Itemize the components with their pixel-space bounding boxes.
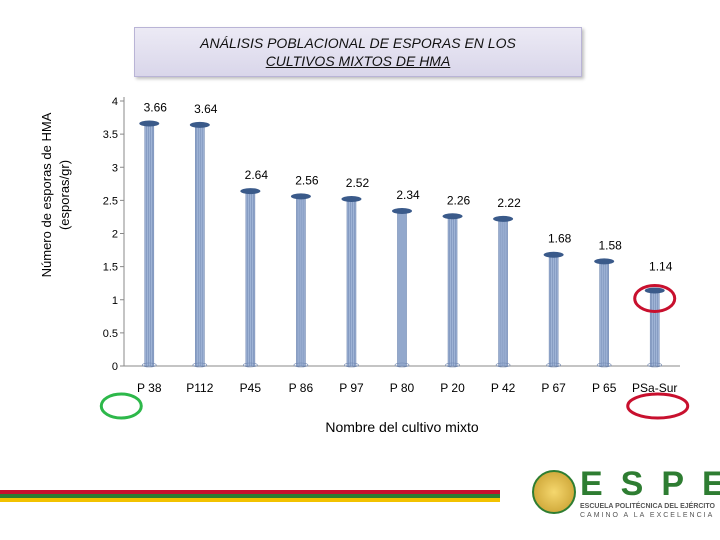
bar-base-2: [243, 362, 258, 368]
x-tick-label-8: P 67: [541, 381, 566, 395]
data-label-6: 2.26: [447, 193, 471, 207]
bar-5: [392, 207, 412, 368]
data-label-5: 2.34: [396, 188, 420, 202]
bar-cap-8: [543, 251, 564, 258]
x-tick-label-2: P45: [240, 381, 262, 395]
chart-title-line2: CULTIVOS MIXTOS DE HMA: [265, 53, 451, 69]
bar-cap-9: [594, 258, 615, 265]
bar-base-7: [495, 362, 511, 368]
x-tick-label-7: P 42: [491, 381, 516, 395]
data-label-10: 1.14: [649, 259, 673, 273]
y-tick-label-6: 3: [112, 162, 118, 174]
data-label-7: 2.22: [497, 196, 521, 210]
bar-10: [644, 287, 665, 368]
x-tick-label-10: PSa-Sur: [632, 381, 677, 395]
chart-title-box: ANÁLISIS POBLACIONAL DE ESPORAS EN LOS C…: [134, 27, 582, 77]
bar-base-1: [192, 362, 208, 368]
bar-base-8: [546, 362, 561, 368]
y-tick-label-3: 1.5: [103, 262, 118, 274]
annotation-circle-value-1: [633, 283, 677, 313]
bar-9: [594, 258, 615, 368]
bar-0: [139, 120, 160, 368]
bar-base-0: [141, 362, 157, 368]
footer-stripe-yellow: [0, 498, 500, 502]
data-label-3: 2.56: [295, 173, 319, 187]
y-tick-label-0: 0: [112, 361, 118, 373]
data-label-9: 1.58: [599, 238, 623, 252]
footer-stripe-red: [0, 490, 500, 494]
y-tick-label-1: 0.5: [103, 328, 118, 340]
x-tick-label-5: P 80: [390, 381, 415, 395]
bar-base-3: [293, 362, 309, 368]
seal-icon: [532, 470, 576, 514]
x-tick-label-3: P 86: [289, 381, 314, 395]
y-tick-label-2: 1: [112, 295, 118, 307]
data-label-4: 2.52: [346, 176, 370, 190]
annotation-circle-label-0: [99, 392, 143, 420]
y-axis-label-line2: (esporas/gr): [57, 160, 72, 230]
brand-subtitle: ESCUELA POLITÉCNICA DEL EJÉRCITO: [580, 503, 715, 510]
bar-cap-7: [493, 215, 514, 222]
bar-cap-2: [240, 188, 261, 195]
bar-6: [442, 213, 463, 368]
bar-base-6: [445, 362, 460, 368]
x-tick-label-4: P 97: [339, 381, 364, 395]
x-tick-label-6: P 20: [440, 381, 465, 395]
bar-base-10: [647, 362, 663, 368]
bar-2: [240, 188, 261, 368]
y-tick-label-4: 2: [112, 229, 118, 241]
bar-8: [543, 251, 564, 368]
brand-motto: CAMINO A LA EXCELENCIA: [580, 512, 715, 519]
bar-3: [290, 193, 311, 368]
y-tick-label-8: 4: [112, 96, 118, 108]
data-label-2: 2.64: [245, 168, 269, 182]
data-label-0: 3.66: [144, 101, 168, 115]
footer-stripe-green: [0, 494, 500, 498]
bar-1: [189, 121, 210, 368]
annotation-circle-label-1: [626, 392, 690, 420]
data-label-8: 1.68: [548, 232, 572, 246]
y-tick-label-5: 2.5: [103, 195, 118, 207]
y-axis-label-line1: Número de esporas de HMA: [39, 112, 54, 277]
x-tick-label-0: P 38: [137, 381, 162, 395]
bar-base-9: [596, 362, 612, 368]
bar-cap-3: [290, 193, 311, 200]
y-tick-label-7: 3.5: [103, 129, 118, 141]
bar-7: [493, 215, 514, 368]
bar-cap-1: [189, 121, 210, 128]
x-tick-label-1: P112: [186, 381, 213, 395]
bar-cap-0: [139, 120, 160, 127]
bar-base-4: [344, 362, 359, 368]
bar-cap-10: [644, 287, 665, 294]
bar-4: [341, 196, 362, 368]
x-axis-label: Nombre del cultivo mixto: [325, 419, 478, 435]
bar-cap-4: [341, 196, 362, 203]
x-tick-label-9: P 65: [592, 381, 617, 395]
data-label-1: 3.64: [194, 102, 218, 116]
chart-title-line1: ANÁLISIS POBLACIONAL DE ESPORAS EN LOS: [200, 35, 516, 51]
bar-cap-6: [442, 213, 463, 220]
bar-cap-5: [392, 207, 412, 214]
bar-base-5: [394, 362, 410, 368]
